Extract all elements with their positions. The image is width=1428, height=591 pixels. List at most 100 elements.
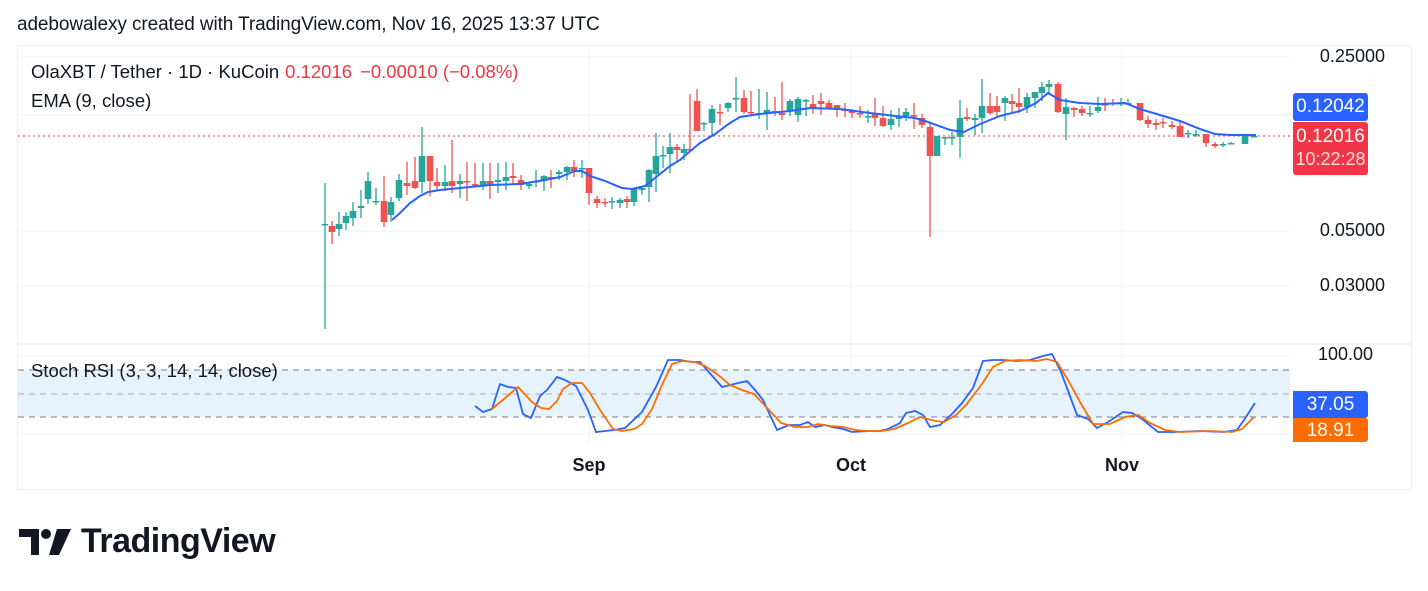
- candlestick-series[interactable]: [321, 77, 1258, 329]
- logo-text: TradingView: [81, 522, 276, 560]
- ema-value-tag: 0.12042: [1293, 93, 1368, 121]
- candle-body: [948, 137, 956, 139]
- candle-body: [971, 118, 979, 120]
- candle-body: [1241, 136, 1249, 144]
- price-tick-0.05: 0.05000: [1319, 220, 1385, 240]
- stoch-tick-100: 100.00: [1317, 344, 1373, 364]
- candle-body: [1176, 126, 1184, 137]
- candle-body: [1045, 84, 1053, 87]
- candle-body: [918, 118, 926, 125]
- candle-body: [1192, 134, 1200, 136]
- candle-body: [616, 200, 624, 203]
- candle-body: [433, 182, 441, 186]
- candle-body: [763, 110, 771, 113]
- tradingview-logo[interactable]: TradingView: [19, 522, 276, 561]
- candle-body: [463, 181, 471, 183]
- candle-body: [456, 181, 464, 184]
- candle-body: [933, 136, 941, 156]
- last-price-tag: 0.12016 10:22:28: [1293, 122, 1368, 175]
- candle-body: [652, 156, 660, 174]
- candle-body: [1144, 120, 1152, 124]
- candle-body: [601, 202, 609, 204]
- candle-body: [802, 100, 810, 102]
- symbol-legend[interactable]: OlaXBT / Tether · 1D · KuCoin 0.12016 −0.0…: [31, 61, 518, 83]
- candle-body: [502, 177, 510, 181]
- ema-line[interactable]: [391, 91, 1256, 221]
- candle-body: [570, 167, 578, 171]
- candle-body: [833, 105, 841, 110]
- candle-body: [1062, 107, 1070, 114]
- candle-body: [817, 101, 825, 104]
- candle-body: [864, 116, 872, 118]
- candle-body: [1250, 136, 1258, 138]
- price-tick-0.03: 0.03000: [1319, 275, 1385, 295]
- candle-body: [517, 180, 525, 185]
- candle-body: [680, 149, 688, 153]
- candle-body: [1008, 101, 1016, 104]
- candle-body: [879, 118, 887, 126]
- candle-body: [1038, 87, 1046, 93]
- candle-body: [963, 117, 971, 119]
- candle-body: [673, 147, 681, 150]
- candle-body: [1219, 144, 1227, 146]
- candle-body: [1184, 133, 1192, 135]
- candle-body: [910, 115, 918, 117]
- candle-body: [494, 180, 502, 182]
- ema-legend[interactable]: EMA (9, close): [31, 90, 152, 111]
- candle-body: [659, 155, 667, 157]
- candle-body: [321, 224, 329, 226]
- stoch-k-tag: 37.05: [1293, 391, 1368, 418]
- candle-body: [540, 176, 548, 180]
- candle-body: [585, 168, 593, 193]
- candle-body: [555, 172, 563, 174]
- candle-body: [578, 168, 586, 170]
- candle-body: [871, 114, 879, 118]
- candle-body: [403, 183, 411, 186]
- candle-body: [747, 112, 755, 114]
- candle-body: [708, 109, 716, 123]
- candle-body: [364, 181, 372, 199]
- candle-body: [342, 216, 350, 223]
- last-price-tag-value: 0.12016: [1296, 126, 1365, 147]
- candle-body: [608, 201, 616, 203]
- candle-body: [902, 112, 910, 116]
- time-label-sep: Sep: [572, 455, 606, 475]
- candle-body: [593, 199, 601, 203]
- candle-body: [1001, 98, 1009, 103]
- candle-body: [486, 181, 494, 185]
- candle-body: [1227, 143, 1235, 145]
- candle-body: [926, 127, 934, 156]
- candle-body: [638, 188, 646, 190]
- candle-body: [441, 182, 449, 186]
- candle-body: [740, 98, 748, 112]
- chart-credit: adebowalexy created with TradingView.com…: [17, 14, 600, 35]
- candle-body: [387, 202, 395, 215]
- candle-body: [1078, 109, 1086, 113]
- candle-body: [986, 106, 994, 113]
- candle-body: [724, 103, 732, 108]
- candle-body: [1031, 92, 1039, 98]
- candle-body: [525, 184, 533, 186]
- candle-body: [426, 156, 434, 181]
- candle-body: [1159, 122, 1167, 124]
- stoch-rsi-legend[interactable]: Stoch RSI (3, 3, 14, 14, close): [31, 360, 278, 381]
- candle-body: [630, 188, 638, 202]
- price-tick-0.25: 0.25000: [1319, 46, 1385, 66]
- candle-body: [1168, 125, 1176, 127]
- candle-body: [411, 181, 419, 188]
- candle-body: [1152, 123, 1160, 125]
- stoch-d-line[interactable]: [491, 358, 1255, 433]
- candle-body: [335, 224, 343, 229]
- candle-body: [956, 118, 964, 137]
- candle-body: [895, 116, 903, 119]
- time-label-nov: Nov: [1104, 455, 1140, 475]
- bar-countdown: 10:22:28: [1295, 149, 1366, 169]
- candle-body: [1211, 144, 1219, 146]
- candle-body: [993, 106, 1001, 112]
- stoch-d-tag: 18.91: [1293, 418, 1368, 442]
- candle-body: [645, 170, 653, 187]
- candle-body: [328, 226, 336, 232]
- candle-body: [856, 113, 864, 115]
- candle-body: [563, 167, 571, 172]
